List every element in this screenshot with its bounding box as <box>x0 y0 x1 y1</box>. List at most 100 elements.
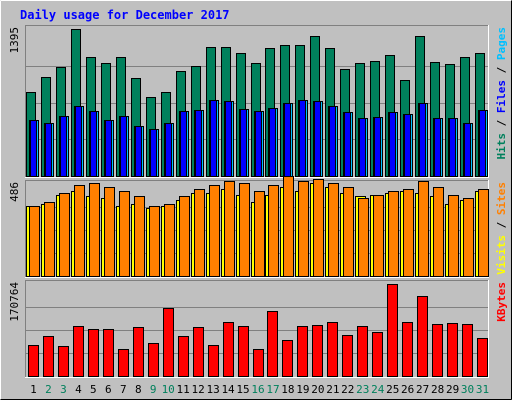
x-tick-label-9: 9 <box>150 383 157 396</box>
bar-kbytes-day-29 <box>447 323 458 377</box>
bar-pages-day-11 <box>180 111 187 177</box>
x-tick-label-6: 6 <box>105 383 112 396</box>
bar-pages-day-7 <box>120 116 127 177</box>
bar-pages-day-27 <box>419 103 426 177</box>
x-tick-label-14: 14 <box>221 383 235 396</box>
bar-sites-day-7 <box>119 191 130 277</box>
bar-sites-day-4 <box>74 185 85 277</box>
panel-visits-max-label: 486 <box>8 182 21 202</box>
bar-sites-day-26 <box>403 189 414 277</box>
bar-kbytes-day-11 <box>178 336 189 377</box>
x-tick-label-30: 30 <box>461 383 474 396</box>
bar-sites-day-22 <box>343 187 354 277</box>
bar-kbytes-day-7 <box>118 349 129 377</box>
x-tick-label-13: 13 <box>206 383 219 396</box>
bar-sites-day-18 <box>283 176 294 277</box>
bar-kbytes-day-30 <box>462 324 473 377</box>
bar-kbytes-day-14 <box>223 322 234 377</box>
panel-visits-legend-part-0: Visits <box>495 235 508 275</box>
bar-sites-day-15 <box>239 183 250 277</box>
bar-kbytes-day-12 <box>193 327 204 377</box>
bar-sites-day-24 <box>373 195 384 277</box>
bar-kbytes-day-19 <box>297 326 308 377</box>
panel-visits: 486 Visits / Sites <box>8 176 508 278</box>
x-tick-label-22: 22 <box>341 383 354 396</box>
bar-kbytes-day-15 <box>238 326 249 377</box>
panel-hits-legend-part-0: Hits <box>495 133 508 160</box>
x-tick-label-2: 2 <box>45 383 52 396</box>
bar-pages-day-29 <box>449 118 456 177</box>
bar-pages-day-22 <box>344 112 351 177</box>
panel-hits-legend: Hits / Files / Pages <box>495 27 508 160</box>
bar-kbytes-day-26 <box>402 322 413 377</box>
bar-pages-day-17 <box>269 108 276 177</box>
bar-kbytes-day-27 <box>417 296 428 377</box>
x-tick-label-15: 15 <box>236 383 249 396</box>
bar-pages-day-2 <box>45 123 52 177</box>
panel-kbytes-bars <box>28 284 488 377</box>
bar-sites-day-5 <box>89 183 100 277</box>
bar-kbytes-day-20 <box>312 325 323 377</box>
bar-sites-day-20 <box>313 179 324 277</box>
bar-kbytes-day-2 <box>43 336 54 377</box>
bar-sites-day-19 <box>298 181 309 277</box>
bar-kbytes-day-21 <box>327 322 338 377</box>
bar-sites-day-23 <box>358 198 369 277</box>
bar-kbytes-day-4 <box>73 326 84 377</box>
bar-sites-day-29 <box>448 195 459 277</box>
x-axis-tick-labels: 1 2 3 4 5 6 7 8 9 10 11 12 13 14 15 16 17 18 19 20 21 22 23 24 2… <box>30 383 489 396</box>
panel-kbytes-legend-part-0: KBytes <box>495 282 508 322</box>
bar-sites-day-31 <box>478 189 489 277</box>
panel-hits-legend-part-4: Pages <box>495 27 508 60</box>
panel-visits-legend-part-2: Sites <box>495 182 508 215</box>
bar-pages-day-18 <box>284 103 291 177</box>
bar-pages-day-6 <box>105 120 112 177</box>
bar-sites-day-6 <box>104 187 115 277</box>
bar-pages-day-13 <box>210 100 217 177</box>
x-tick-label-25: 25 <box>386 383 399 396</box>
x-tick-label-28: 28 <box>431 383 444 396</box>
bar-kbytes-day-6 <box>103 329 114 377</box>
x-tick-label-27: 27 <box>416 383 429 396</box>
bar-pages-day-16 <box>255 111 262 177</box>
bar-pages-day-19 <box>299 100 306 177</box>
x-tick-label-26: 26 <box>401 383 414 396</box>
panel-hits-max-label: 1395 <box>8 27 21 54</box>
bar-pages-day-30 <box>464 123 471 177</box>
panel-visits-bars <box>26 176 489 277</box>
bar-pages-day-23 <box>359 118 366 177</box>
bar-pages-day-10 <box>165 123 172 177</box>
bar-pages-day-8 <box>135 126 142 177</box>
bar-pages-day-31 <box>479 110 486 177</box>
bar-kbytes-day-25 <box>387 284 398 377</box>
x-tick-label-16: 16 <box>251 383 264 396</box>
x-tick-label-24: 24 <box>371 383 385 396</box>
bar-pages-day-4 <box>75 106 82 177</box>
bar-pages-day-9 <box>150 129 157 177</box>
panel-visits-legend: Visits / Sites <box>495 182 508 275</box>
bar-sites-day-28 <box>433 187 444 277</box>
bar-pages-day-5 <box>90 111 97 177</box>
bar-kbytes-day-22 <box>342 335 353 377</box>
bar-kbytes-day-5 <box>88 329 99 377</box>
bar-sites-day-14 <box>224 181 235 277</box>
bar-sites-day-17 <box>268 185 279 277</box>
x-tick-label-5: 5 <box>90 383 97 396</box>
x-tick-label-23: 23 <box>356 383 369 396</box>
x-tick-label-1: 1 <box>30 383 37 396</box>
x-tick-label-3: 3 <box>60 383 67 396</box>
bar-pages-day-3 <box>60 116 67 177</box>
x-tick-label-21: 21 <box>326 383 339 396</box>
bar-sites-day-30 <box>463 198 474 277</box>
bar-sites-day-13 <box>209 185 220 277</box>
panel-kbytes: 170764 KBytes <box>8 280 508 378</box>
bar-pages-day-15 <box>240 109 247 177</box>
bar-kbytes-day-24 <box>372 332 383 377</box>
bar-sites-day-3 <box>59 193 70 277</box>
bar-kbytes-day-28 <box>432 324 443 377</box>
bar-sites-day-10 <box>164 204 175 277</box>
x-tick-label-4: 4 <box>75 383 82 396</box>
panel-hits-legend-part-1: / <box>495 113 508 133</box>
x-tick-label-17: 17 <box>266 383 279 396</box>
panel-visits-legend-part-1: / <box>495 215 508 235</box>
